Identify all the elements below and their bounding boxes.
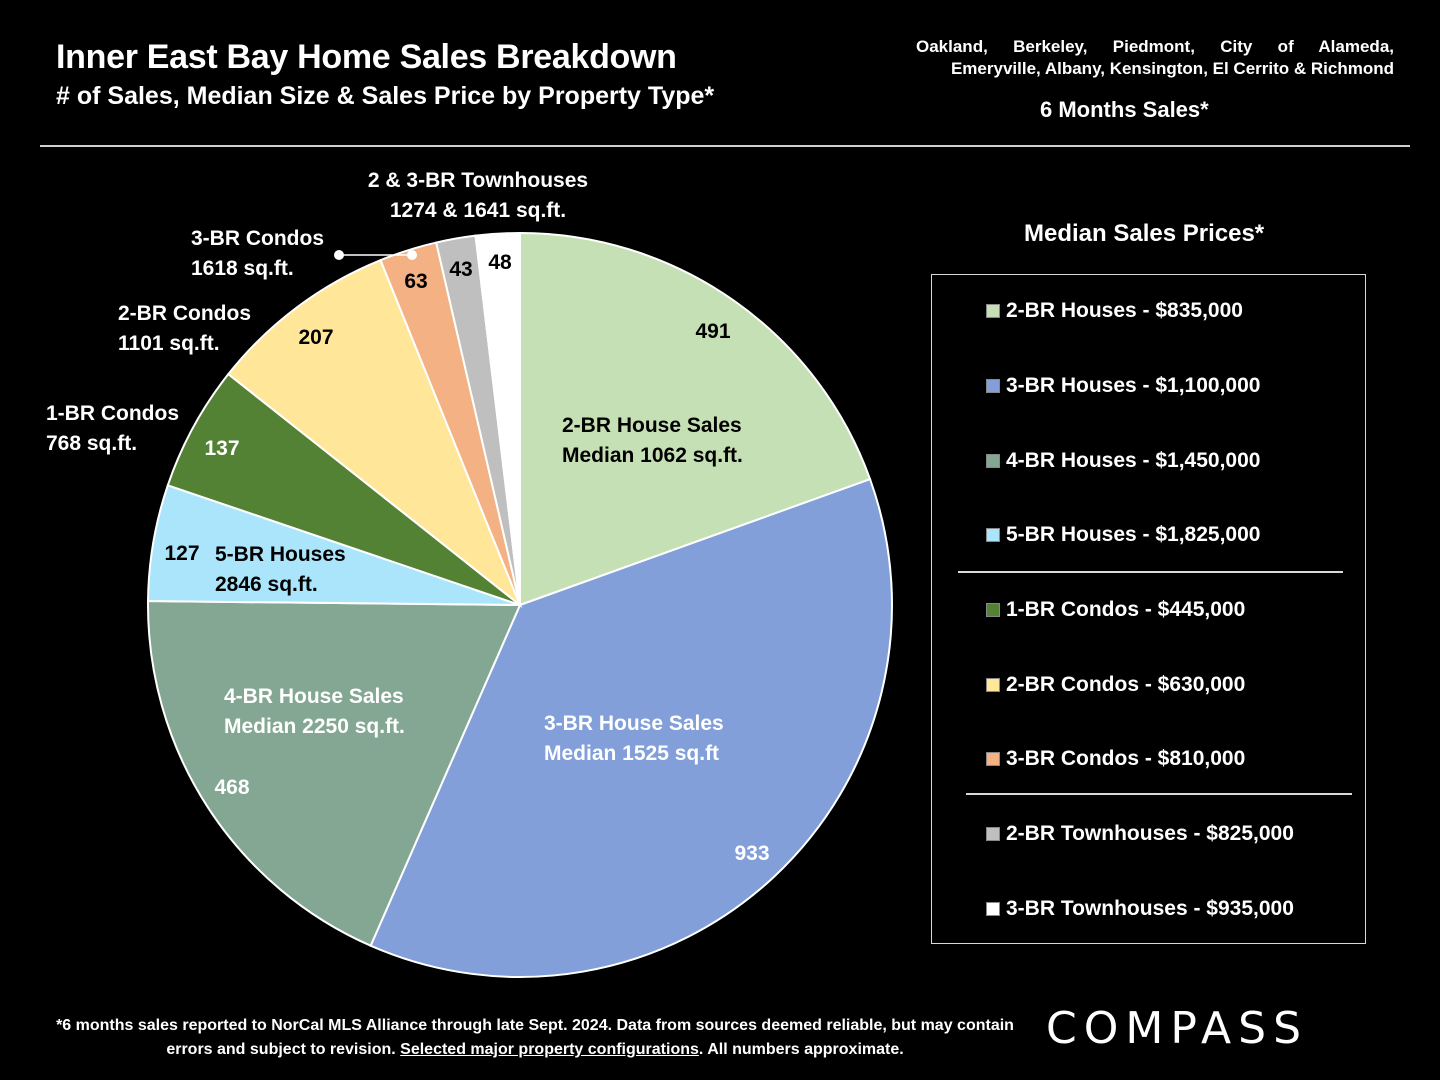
category-label-3-br-houses-line-1: 3-BR House Sales — [544, 712, 724, 735]
category-label-5-br-houses-line-2: 2846 sq.ft. — [215, 573, 318, 596]
category-label-2-br-houses-line-2: Median 1062 sq.ft. — [562, 444, 743, 467]
category-label-townhouses-line-2: 1274 & 1641 sq.ft. — [390, 199, 566, 222]
legend-item: 3-BR Townhouses - $935,000 — [986, 897, 1294, 921]
category-label-2-br-condos-line-2: 1101 sq.ft. — [118, 332, 220, 355]
compass-logo: COMPASS — [1046, 1003, 1308, 1054]
legend-item: 2-BR Townhouses - $825,000 — [986, 822, 1294, 846]
chart-title: Inner East Bay Home Sales Breakdown — [56, 38, 677, 76]
legend-label: 3-BR Townhouses - $935,000 — [1006, 897, 1294, 920]
cities-line-1: Oakland, Berkeley, Piedmont, City of Ala… — [916, 37, 1394, 56]
category-label-3-br-houses-line-2: Median 1525 sq.ft — [544, 742, 719, 765]
legend-title: Median Sales Prices* — [1024, 220, 1265, 247]
legend-separator-1 — [958, 571, 1343, 573]
footnote: *6 months sales reported to NorCal MLS A… — [40, 1014, 1030, 1062]
category-label-townhouses-line-1: 2 & 3-BR Townhouses — [368, 169, 588, 192]
legend-box: 2-BR Houses - $835,000 3-BR Houses - $1,1… — [931, 274, 1366, 944]
value-label-2-br-townhouses: 43 — [449, 258, 472, 281]
legend-label: 2-BR Condos - $630,000 — [1006, 673, 1246, 696]
legend-swatch — [986, 304, 1000, 318]
legend-label: 3-BR Houses - $1,100,000 — [1006, 374, 1261, 397]
legend-label: 1-BR Condos - $445,000 — [1006, 598, 1246, 621]
category-label-4-br-houses-line-2: Median 2250 sq.ft. — [224, 715, 405, 738]
legend-item: 4-BR Houses - $1,450,000 — [986, 449, 1260, 473]
legend-swatch — [986, 902, 1000, 916]
legend-item: 1-BR Condos - $445,000 — [986, 598, 1245, 622]
value-label-2-br-houses: 491 — [695, 320, 730, 343]
value-label-1-br-condos: 137 — [204, 437, 239, 460]
pie-slice-2-br-houses — [519, 231, 872, 607]
legend-swatch — [986, 827, 1000, 841]
value-label-3-br-townhouses: 48 — [488, 251, 512, 274]
header-divider — [40, 145, 1410, 147]
legend-item: 3-BR Condos - $810,000 — [986, 747, 1245, 771]
legend-item: 2-BR Condos - $630,000 — [986, 673, 1245, 697]
category-label-1-br-condos-line-1: 1-BR Condos — [46, 402, 179, 425]
legend-swatch — [986, 752, 1000, 766]
legend-separator-2 — [966, 793, 1352, 795]
category-label-4-br-houses-line-1: 4-BR House Sales — [224, 685, 404, 708]
legend-swatch — [986, 454, 1000, 468]
legend-item: 5-BR Houses - $1,825,000 — [986, 523, 1260, 547]
footnote-text-2: . All numbers approximate. — [698, 1041, 904, 1058]
chart-subtitle: # of Sales, Median Size & Sales Price by… — [56, 82, 715, 110]
legend-label: 3-BR Condos - $810,000 — [1006, 747, 1246, 770]
legend-item: 3-BR Houses - $1,100,000 — [986, 374, 1260, 398]
legend-swatch — [986, 528, 1000, 542]
legend-label: 2-BR Townhouses - $825,000 — [1006, 822, 1294, 845]
pie-slice-2-br-condos — [226, 258, 523, 609]
pie-slice-3-br-townhouses — [474, 231, 521, 606]
footnote-text-1: *6 months sales reported to NorCal MLS A… — [56, 1017, 1014, 1058]
pie-slice-4-br-houses — [147, 600, 522, 948]
legend-label: 4-BR Houses - $1,450,000 — [1006, 449, 1261, 472]
cities-line-2: Emeryville, Albany, Kensington, El Cerri… — [950, 59, 1394, 78]
leader-dot-2 — [407, 250, 417, 260]
pie-slice-3-br-houses — [369, 477, 893, 978]
legend-label: 5-BR Houses - $1,825,000 — [1006, 523, 1261, 546]
value-label-4-br-houses: 468 — [214, 776, 249, 799]
value-label-2-br-condos: 207 — [298, 326, 333, 349]
category-label-1-br-condos-line-2: 768 sq.ft. — [46, 432, 137, 455]
category-label-3-br-condos-line-1: 3-BR Condos — [191, 227, 324, 250]
legend-swatch — [986, 379, 1000, 393]
category-label-3-br-condos-line-2: 1618 sq.ft. — [191, 257, 294, 280]
legend-swatch — [986, 603, 1000, 617]
value-label-5-br-houses: 127 — [164, 542, 199, 565]
category-label-5-br-houses-line-1: 5-BR Houses — [215, 543, 346, 566]
legend-item: 2-BR Houses - $835,000 — [986, 299, 1243, 323]
value-label-3-br-condos: 63 — [404, 270, 427, 293]
legend-swatch — [986, 678, 1000, 692]
period-label: 6 Months Sales* — [1040, 97, 1209, 122]
legend-label: 2-BR Houses - $835,000 — [1006, 299, 1243, 322]
category-label-2-br-houses-line-1: 2-BR House Sales — [562, 414, 742, 437]
footnote-link: Selected major property configurations — [400, 1041, 699, 1058]
category-label-2-br-condos-line-1: 2-BR Condos — [118, 302, 251, 325]
value-label-3-br-houses: 933 — [734, 842, 769, 865]
leader-dot-1 — [334, 250, 344, 260]
